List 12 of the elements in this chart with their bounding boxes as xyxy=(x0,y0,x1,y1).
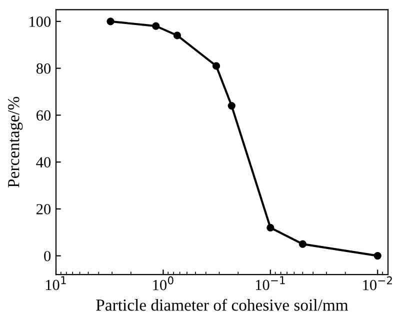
x-tick-label: 10$^{0}$ xyxy=(153,276,174,290)
x-tick-label: 10$^{−1}$ xyxy=(256,276,285,290)
x-tick-label: 10$^{1}$ xyxy=(46,276,66,290)
x-axis-title: Particle diameter of cohesive soil/mm xyxy=(96,298,348,311)
y-tick-label: 20 xyxy=(36,204,51,214)
y-tick-label: 60 xyxy=(36,110,51,121)
y-tick-label: 0 xyxy=(44,250,51,262)
x-tick-label: 10$^{−2}$ xyxy=(363,276,392,290)
y-tick-label: 100 xyxy=(30,16,51,27)
y-tick-label: 80 xyxy=(36,63,51,74)
y-axis-title: Percentage/% xyxy=(8,96,23,188)
y-tick-label: 40 xyxy=(36,157,51,168)
